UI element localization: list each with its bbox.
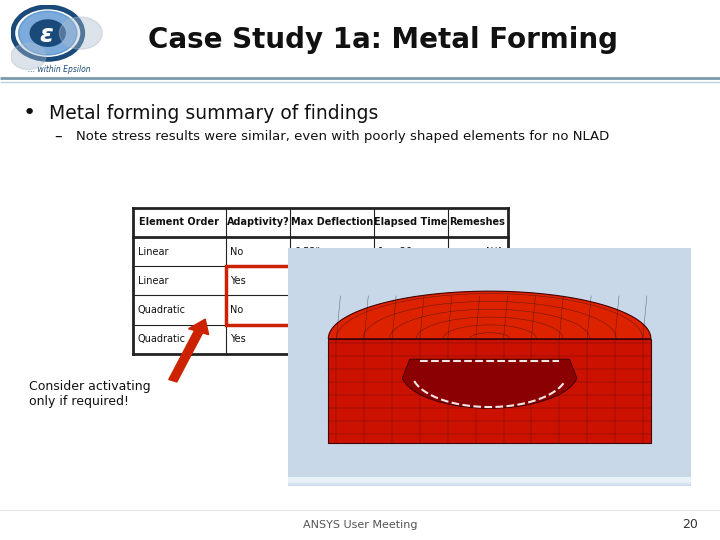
Bar: [288, 477, 691, 482]
Bar: [288, 477, 691, 482]
Bar: [288, 480, 691, 484]
Text: N/A: N/A: [486, 247, 503, 256]
Bar: [288, 480, 691, 485]
Polygon shape: [328, 339, 651, 443]
Bar: [288, 480, 691, 485]
Bar: [288, 478, 691, 483]
Text: 20: 20: [683, 518, 698, 531]
Bar: [288, 481, 691, 485]
Bar: [288, 481, 691, 485]
Text: •: •: [23, 103, 36, 124]
Text: 2 m 31 s: 2 m 31 s: [378, 305, 420, 315]
Bar: [288, 480, 691, 484]
Bar: [288, 478, 691, 483]
Bar: [288, 478, 691, 483]
Text: 11: 11: [491, 334, 503, 344]
Bar: [288, 480, 691, 485]
Bar: [288, 477, 691, 482]
Text: Adaptivity?: Adaptivity?: [227, 218, 289, 227]
Text: ANSYS User Meeting: ANSYS User Meeting: [302, 520, 418, 530]
Text: Case Study 1a: Metal Forming: Case Study 1a: Metal Forming: [148, 26, 618, 55]
Bar: [288, 477, 691, 482]
Bar: [288, 477, 691, 482]
Text: Metal forming summary of findings: Metal forming summary of findings: [49, 104, 378, 123]
Text: Elapsed Time: Elapsed Time: [374, 218, 447, 227]
FancyArrow shape: [168, 319, 209, 382]
Text: Yes: Yes: [230, 276, 246, 286]
Text: Quadratic: Quadratic: [138, 305, 186, 315]
Text: 12: 12: [491, 276, 503, 286]
Text: 4 m 59 s: 4 m 59 s: [378, 334, 420, 344]
Bar: [288, 478, 691, 483]
Circle shape: [60, 17, 102, 49]
Bar: [288, 481, 691, 485]
Bar: [288, 477, 691, 481]
Text: Max Deflection: Max Deflection: [291, 218, 373, 227]
Bar: [288, 477, 691, 482]
Text: ... within Epsilon: ... within Epsilon: [28, 65, 91, 74]
Bar: [288, 480, 691, 485]
Bar: [288, 480, 691, 485]
Bar: [288, 481, 691, 485]
Bar: [288, 478, 691, 482]
Text: Remeshes: Remeshes: [449, 218, 505, 227]
Text: Linear: Linear: [138, 276, 168, 286]
Circle shape: [11, 43, 46, 70]
Bar: [288, 480, 691, 484]
Bar: [288, 481, 691, 486]
Bar: [288, 478, 691, 482]
Text: 0.82": 0.82": [294, 305, 320, 315]
Text: Element Order: Element Order: [140, 218, 220, 227]
Bar: [288, 478, 691, 483]
Bar: [288, 479, 691, 484]
Bar: [133, 208, 508, 354]
Bar: [288, 481, 691, 485]
Bar: [288, 481, 691, 485]
Text: 0.8": 0.8": [294, 276, 315, 286]
Text: –: –: [54, 129, 62, 144]
Bar: [288, 481, 691, 486]
Text: N/A: N/A: [486, 305, 503, 315]
Text: Consider activating
only if required!: Consider activating only if required!: [29, 380, 150, 408]
Text: ε: ε: [39, 23, 53, 46]
Circle shape: [30, 20, 66, 46]
Bar: [225, 266, 448, 325]
Bar: [288, 480, 691, 484]
Polygon shape: [328, 291, 651, 339]
Text: 3 m 16 s: 3 m 16 s: [378, 276, 420, 286]
Text: Quadratic: Quadratic: [138, 334, 186, 344]
Text: 0.52": 0.52": [294, 247, 321, 256]
Bar: [288, 480, 691, 484]
Bar: [288, 478, 691, 483]
Text: No: No: [230, 247, 243, 256]
Text: Linear: Linear: [138, 247, 168, 256]
Bar: [288, 478, 691, 483]
Bar: [288, 478, 691, 483]
Bar: [288, 479, 691, 483]
Bar: [288, 479, 691, 484]
Text: 1 m 29 s: 1 m 29 s: [378, 247, 420, 256]
Bar: [288, 478, 691, 483]
Bar: [288, 481, 691, 485]
Bar: [288, 480, 691, 484]
Bar: [288, 479, 691, 484]
Bar: [288, 477, 691, 482]
Bar: [288, 480, 691, 484]
Bar: [288, 479, 691, 484]
Text: No: No: [230, 305, 243, 315]
Text: Yes: Yes: [230, 334, 246, 344]
Polygon shape: [402, 359, 577, 408]
Bar: [288, 477, 691, 482]
Bar: [288, 477, 691, 482]
Bar: [288, 478, 691, 483]
Circle shape: [19, 11, 77, 55]
Text: Note stress results were similar, even with poorly shaped elements for no NLAD: Note stress results were similar, even w…: [76, 130, 609, 143]
Text: 0.86": 0.86": [294, 334, 320, 344]
Bar: [288, 481, 691, 486]
Bar: [288, 477, 691, 482]
